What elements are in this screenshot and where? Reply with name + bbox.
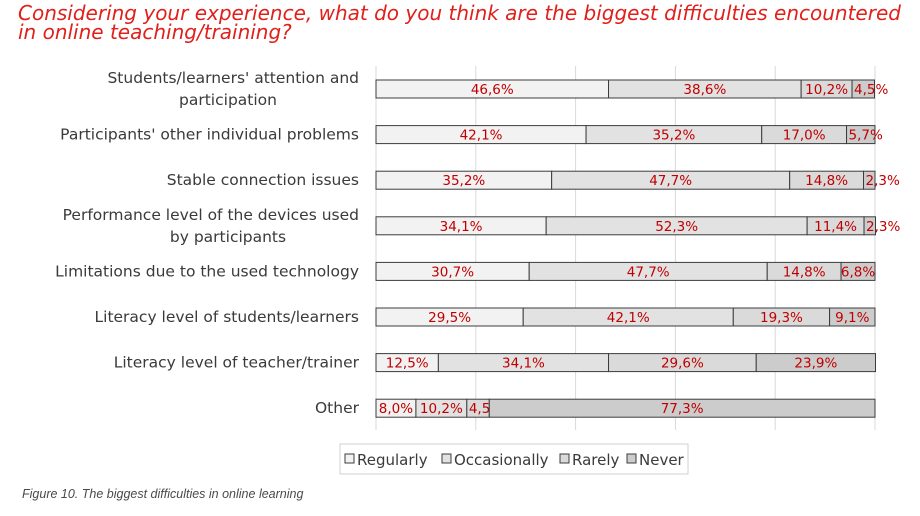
data-label: 38,6% xyxy=(683,82,726,98)
data-label: 17,0% xyxy=(783,128,826,144)
legend-swatch-occasionally xyxy=(442,454,451,463)
category-label: Stable connection issues xyxy=(167,171,359,189)
data-label: 34,1% xyxy=(502,356,545,372)
category-label: Students/learners' attention and xyxy=(107,69,359,87)
data-label: 6,8% xyxy=(841,264,875,280)
data-label: 14,8% xyxy=(783,264,826,280)
legend-swatch-never xyxy=(627,454,636,463)
category-label: Performance level of the devices used xyxy=(63,206,359,224)
legend-label: Never xyxy=(639,451,685,469)
data-label: 30,7% xyxy=(431,264,474,280)
legend-swatch-rarely xyxy=(560,454,569,463)
legend-swatch-regularly xyxy=(345,454,354,463)
category-label: Other xyxy=(315,399,360,417)
data-label: 35,2% xyxy=(652,128,695,144)
category-label: Literacy level of students/learners xyxy=(95,308,360,326)
data-label: 47,7% xyxy=(627,264,670,280)
data-label: 52,3% xyxy=(655,219,698,235)
figure-caption: Figure 10. The biggest difficulties in o… xyxy=(22,487,303,501)
data-label: 2,3% xyxy=(866,219,900,235)
legend-label: Occasionally xyxy=(454,451,549,469)
data-label: 8,0% xyxy=(379,401,413,417)
category-label: Literacy level of teacher/trainer xyxy=(114,354,360,372)
data-label: 12,5% xyxy=(386,356,429,372)
category-label: Participants' other individual problems xyxy=(60,126,359,144)
data-label: 23,9% xyxy=(794,356,837,372)
data-label: 2,3% xyxy=(866,173,900,189)
data-label: 19,3% xyxy=(760,310,803,326)
data-label: 42,1% xyxy=(460,128,503,144)
data-label: 34,1% xyxy=(440,219,483,235)
stacked-bar-chart: 46,6% 38,6% 10,2% 4,5% Students/learners' at… xyxy=(0,0,920,516)
category-label: by participants xyxy=(170,228,286,246)
data-label: 9,1% xyxy=(835,310,869,326)
legend-label: Rarely xyxy=(572,451,620,469)
data-label: 77,3% xyxy=(661,401,704,417)
data-label: 5,7% xyxy=(849,128,883,144)
data-label: 14,8% xyxy=(805,173,848,189)
data-label: 35,2% xyxy=(442,173,485,189)
data-label: 29,5% xyxy=(428,310,471,326)
data-label: 29,6% xyxy=(661,356,704,372)
data-label: 11,4% xyxy=(814,219,857,235)
data-label: 10,2% xyxy=(420,401,463,417)
data-label: 10,2% xyxy=(805,82,848,98)
legend-label: Regularly xyxy=(357,451,428,469)
data-label: 46,6% xyxy=(471,82,514,98)
data-label: 42,1% xyxy=(607,310,650,326)
data-label: 47,7% xyxy=(649,173,692,189)
category-label: Limitations due to the used technology xyxy=(55,262,359,280)
category-label: participation xyxy=(179,91,277,109)
data-label: 4,5% xyxy=(854,82,888,98)
